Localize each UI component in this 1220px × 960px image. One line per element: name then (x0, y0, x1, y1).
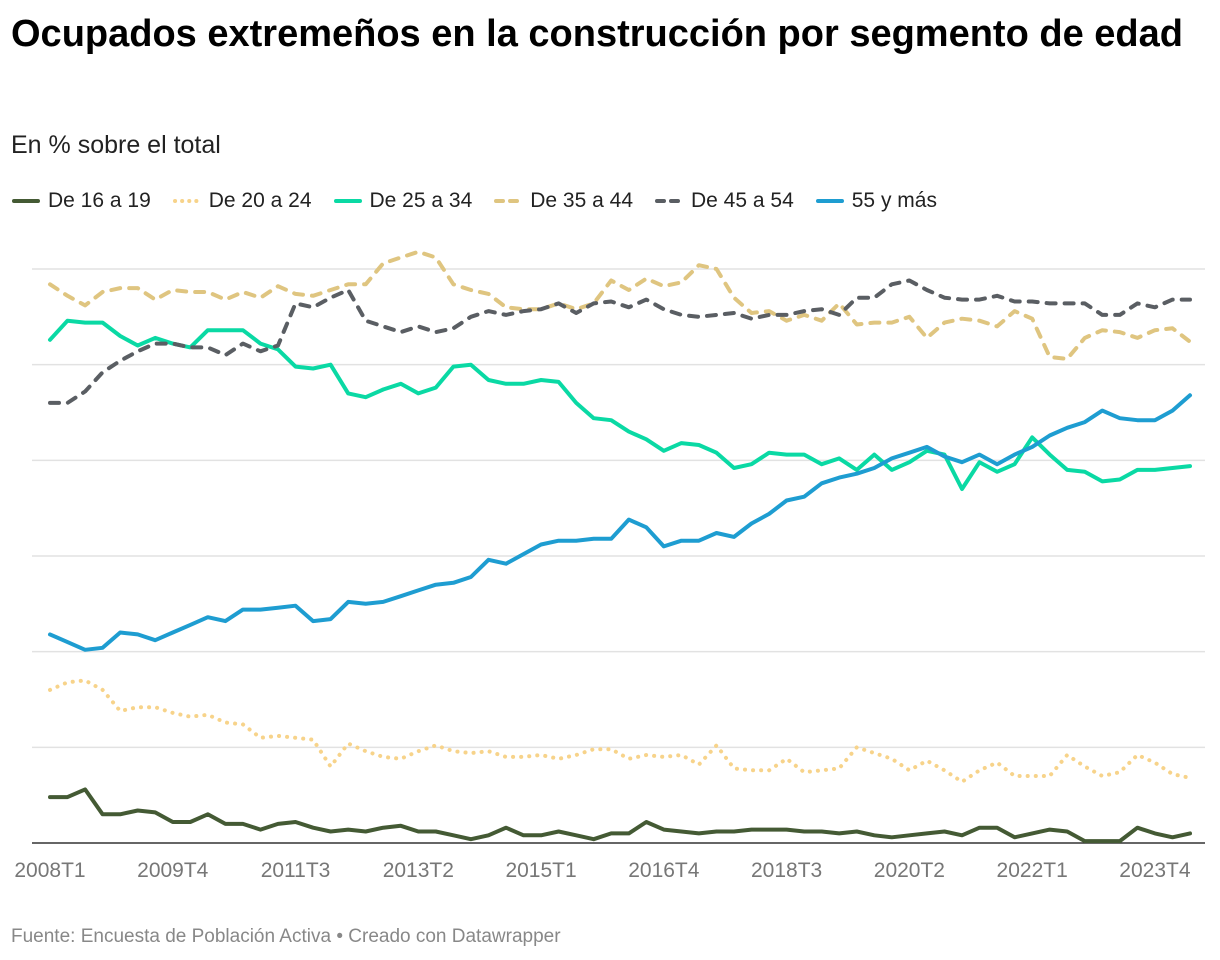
legend-swatch (12, 199, 40, 203)
series-line-2 (48, 678, 1192, 784)
legend-label: De 25 a 34 (369, 189, 473, 212)
series-line-1 (48, 787, 1192, 844)
x-tick-label: 2023T4 (1119, 859, 1191, 882)
series-line-5 (48, 278, 1192, 405)
legend-label: De 16 a 19 (48, 189, 151, 212)
x-tick-label: 2013T2 (383, 859, 454, 882)
legend-item-5: De 45 a 54 (654, 189, 794, 213)
chart-subtitle: En % sobre el total (11, 131, 221, 159)
series-line-6 (48, 393, 1192, 652)
x-tick-label: 2018T3 (751, 859, 822, 882)
series-line-4 (48, 249, 1192, 361)
x-tick-label: 2008T1 (14, 859, 85, 882)
chart-legend: De 16 a 19 De 20 a 24 De 25 a 34 De 35 a 44… (11, 189, 958, 213)
legend-swatch (333, 199, 362, 203)
series-line-3 (48, 318, 1192, 491)
legend-item-1: De 16 a 19 (11, 189, 151, 213)
legend-item-2: De 20 a 24 (172, 189, 312, 213)
legend-label: De 35 a 44 (530, 189, 633, 212)
gridlines (32, 268, 1205, 749)
chart-title: Ocupados extremeños en la construcción p… (11, 13, 1183, 55)
footer: Fuente: Encuesta de Población Activa • C… (11, 926, 561, 948)
x-tick-label: 2020T2 (874, 859, 945, 882)
legend-item-3: De 25 a 34 (333, 189, 473, 213)
legend-label: De 45 a 54 (691, 189, 794, 212)
x-tick-label: 2011T3 (261, 859, 331, 882)
x-tick-label: 2022T1 (997, 859, 1068, 882)
source-text: Fuente: Encuesta de Población Activa (11, 926, 332, 947)
legend-swatch (655, 199, 683, 203)
credit-link[interactable]: Creado con Datawrapper (348, 926, 561, 947)
x-axis: 2008T1 2009T4 2011T3 2013T2 2015T1 2016T4 2018… (14, 842, 1205, 882)
legend-label: 55 y más (851, 189, 937, 212)
legend-item-4: De 35 a 44 (493, 189, 633, 213)
x-tick-label: 2009T4 (137, 859, 209, 882)
line-chart: 2008T1 2009T4 2011T3 2013T2 2015T1 2016T4 2018… (14, 249, 1205, 882)
legend-item-6: 55 y más (815, 189, 937, 213)
legend-swatch (494, 199, 523, 203)
x-tick-label: 2015T1 (505, 859, 576, 882)
legend-swatch (172, 199, 201, 203)
footer-separator: • (336, 926, 343, 947)
legend-label: De 20 a 24 (208, 189, 312, 212)
series-lines (48, 249, 1192, 844)
x-tick-label: 2016T4 (628, 859, 700, 882)
legend-swatch (815, 199, 844, 203)
